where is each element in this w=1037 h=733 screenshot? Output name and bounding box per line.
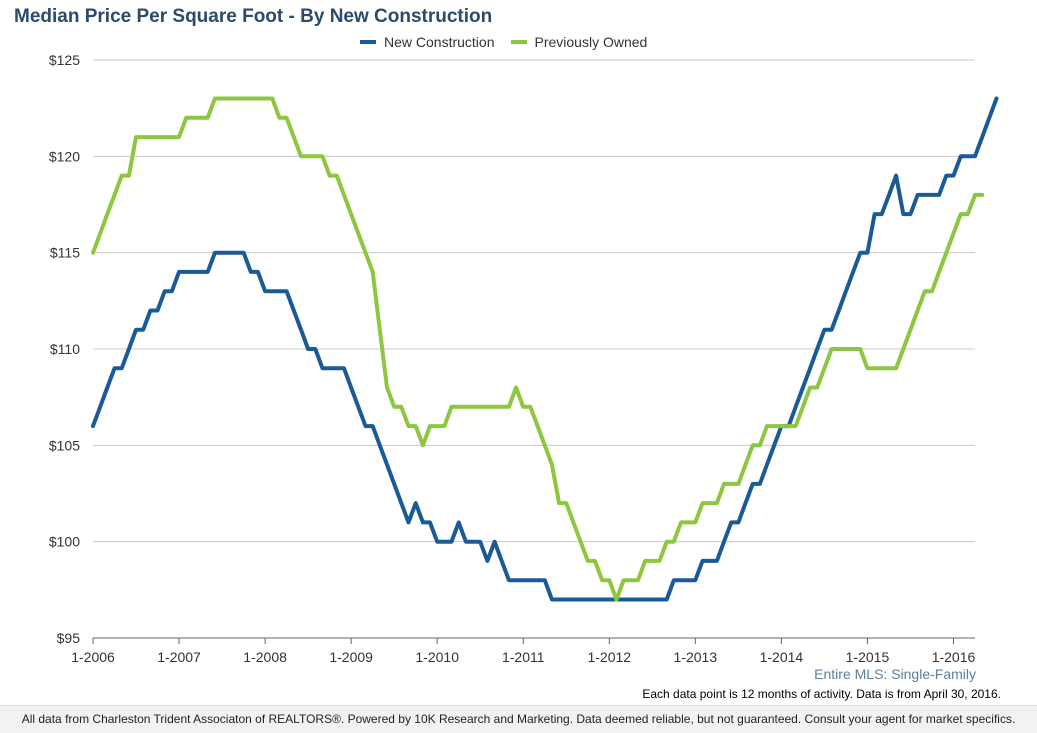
series-line-previously-owned	[91, 96, 985, 602]
y-tick-label: $115	[50, 245, 80, 261]
line-chart: $95 $100 $105 $110 $115 $120 $125 1-2006 1-2007 1…	[49, 52, 999, 665]
x-tick-label: 1-2008	[243, 649, 287, 665]
x-tick-label: 1-2014	[760, 649, 804, 665]
y-tick-label: $110	[50, 341, 80, 357]
legend-item-previously-owned[interactable]: Previously Owned	[510, 34, 648, 50]
y-tick-label: $105	[49, 437, 80, 453]
y-tick-label: $95	[57, 630, 81, 646]
legend-item-new-construction[interactable]: New Construction	[360, 34, 495, 50]
x-tick-label: 1-2009	[329, 649, 373, 665]
chart-title: Median Price Per Square Foot - By New Co…	[14, 6, 493, 27]
chart-subtitle: Entire MLS: Single-Family	[814, 666, 976, 682]
x-tick-label: 1-2010	[415, 649, 459, 665]
y-tick-label: $125	[49, 52, 80, 68]
legend-swatch-new-construction	[360, 40, 376, 44]
y-tick-label: $120	[49, 148, 80, 164]
chart-legend: New Construction Previously Owned	[360, 34, 647, 50]
x-tick-label: 1-2012	[587, 649, 631, 665]
x-tick-label: 1-2015	[846, 649, 890, 665]
legend-label-new-construction: New Construction	[384, 34, 495, 50]
x-tick-label: 1-2013	[674, 649, 718, 665]
series-line-new-construction	[91, 96, 999, 602]
data-note: Each data point is 12 months of activity…	[642, 687, 1001, 701]
legend-label-previously-owned: Previously Owned	[534, 34, 648, 50]
x-tick-label: 1-2011	[502, 649, 545, 665]
x-tick-label: 1-2016	[932, 649, 976, 665]
legend-swatch-previously-owned	[510, 40, 527, 44]
footer-disclaimer: All data from Charleston Trident Associa…	[0, 705, 1037, 733]
x-tick-label: 1-2006	[71, 649, 115, 665]
x-tick-label: 1-2007	[157, 649, 201, 665]
y-tick-label: $100	[49, 534, 80, 550]
